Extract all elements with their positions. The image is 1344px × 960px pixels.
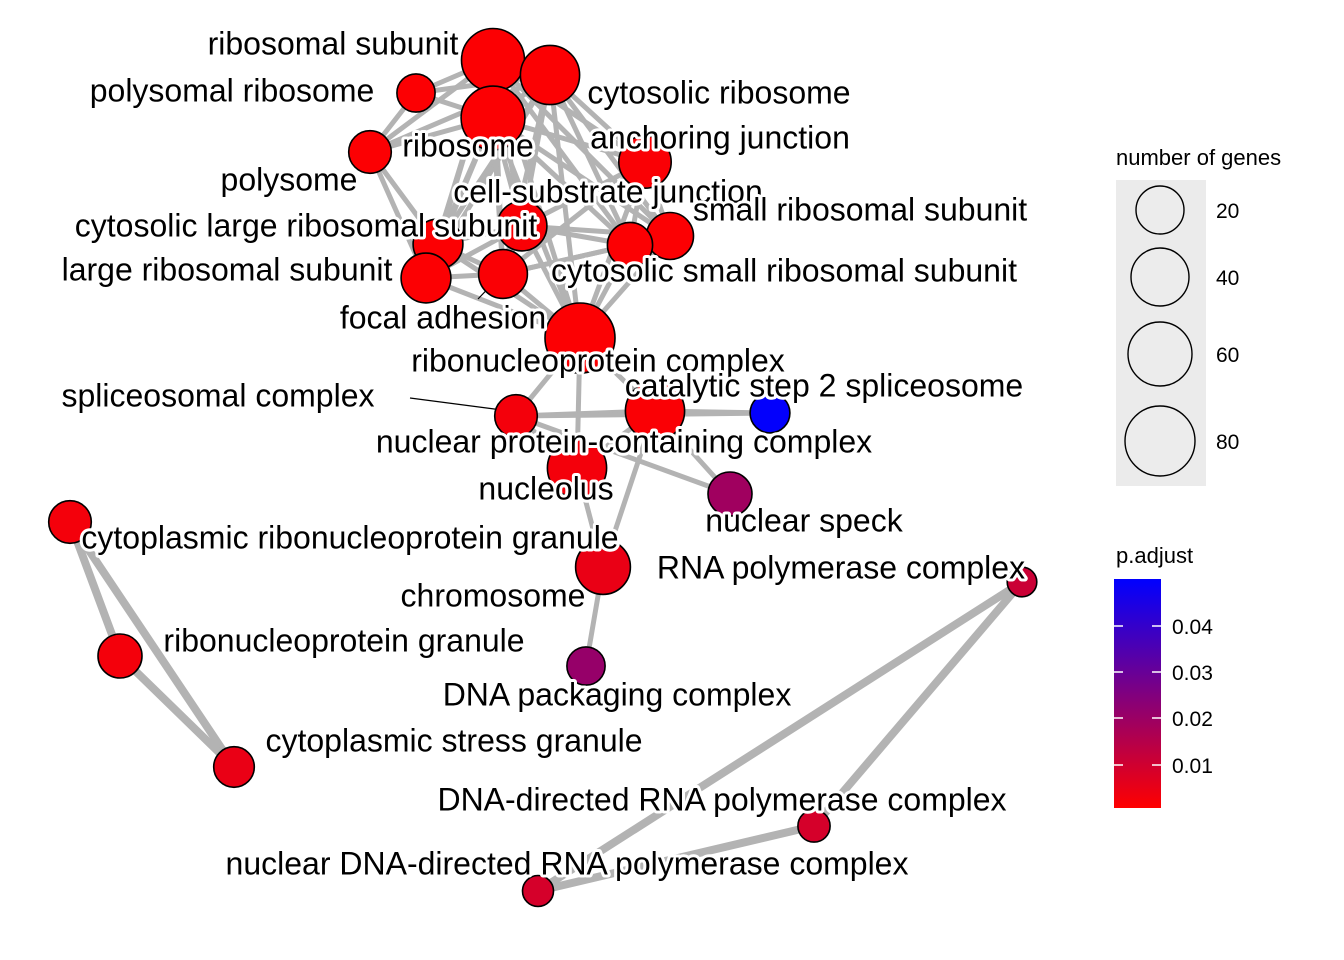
color-legend-tick-4: 0.01: [1172, 755, 1213, 778]
node-cytoplasmic-ribonucleoprotein-granule[interactable]: [47, 499, 93, 545]
edge-cytosolic-ribosome--polysome: [367, 72, 553, 155]
edge-cytoplasmic-ribonucleoprotein-granule--ribonucleoprotein-granule: [66, 518, 124, 660]
label-chromosome: chromosome: [401, 577, 586, 613]
node-anchoring-junction[interactable]: [617, 135, 672, 190]
node-cytosolic-small-ribosomal-subunit[interactable]: [606, 221, 654, 269]
node-ribonucleoprotein-granule[interactable]: [97, 633, 143, 679]
label-anchoring-junction: anchoring junction: [590, 119, 850, 155]
label-small-ribosomal-subunit: small ribosomal subunit: [693, 191, 1027, 227]
label-dna-directed-rna-polymerase-complex: DNA-directed RNA polymerase complex: [437, 781, 1006, 817]
label-cytosolic-ribosome: cytosolic ribosome: [587, 74, 850, 110]
node-nucleolus[interactable]: [546, 437, 608, 499]
label-ribosomal-subunit: ribosomal subunit: [208, 25, 459, 61]
size-legend-label-2: 40: [1216, 267, 1239, 290]
color-legend-tick-1: 0.04: [1172, 616, 1213, 639]
size-legend-key-2: [1130, 247, 1190, 307]
node-ribosome[interactable]: [460, 85, 526, 151]
size-legend-label-1: 20: [1216, 200, 1239, 223]
node-large-ribosomal-subunit[interactable]: [400, 252, 452, 304]
node-focal-adhesion[interactable]: [477, 248, 529, 300]
color-legend-tick-2: 0.03: [1172, 662, 1213, 685]
label-ribonucleoprotein-complex: ribonucleoprotein complex: [411, 342, 785, 378]
size-legend: number of genes 20 40 60 80: [1116, 145, 1281, 486]
edge-ribosome--small-ribosomal-subunit: [490, 115, 673, 239]
size-legend-title: number of genes: [1116, 145, 1281, 170]
node-cell-substrate-junction[interactable]: [496, 200, 548, 252]
color-legend-tick-3: 0.02: [1172, 708, 1213, 731]
edge-cytoplasmic-ribonucleoprotein-granule--cytoplasmic-stress-granule: [66, 518, 238, 771]
label-cytosolic-large-ribosomal-subunit: cytosolic large ribosomal subunit: [75, 207, 538, 243]
color-legend-ticks: [1114, 625, 1161, 766]
node-polysome[interactable]: [347, 129, 393, 175]
leader-line-spliceosomal-complex: [409, 397, 503, 411]
label-ribonucleoprotein-granule: ribonucleoprotein granule: [163, 622, 524, 658]
node-polysomal-ribosome[interactable]: [396, 73, 436, 113]
label-polysomal-ribosome: polysomal ribosome: [90, 72, 375, 108]
edge-anchoring-junction--focal-adhesion: [500, 159, 648, 277]
node-cytoplasmic-stress-granule[interactable]: [212, 745, 256, 789]
label-nucleolus: nucleolus: [478, 470, 613, 506]
node-nuclear-protein-containing-complex[interactable]: [624, 380, 686, 442]
edge-rna-polymerase-complex--dna-directed-rna-polymerase-complex: [810, 578, 1026, 830]
size-legend-key-4: [1124, 405, 1196, 477]
label-cytosolic-small-ribosomal-subunit: cytosolic small ribosomal subunit: [551, 252, 1017, 288]
edge-cytosolic-ribosome--cytosolic-small-ribosomal-subunit: [547, 72, 633, 248]
edge-dna-directed-rna-polymerase-complex--nuclear-dna-directed-rna-polymerase-complex: [534, 822, 818, 895]
edge-cytosolic-ribosome--ribonucleoprotein-complex: [547, 72, 583, 341]
size-legend-key-1: [1135, 185, 1185, 235]
node-nuclear-speck[interactable]: [707, 471, 753, 517]
color-legend: p.adjust 0.04 0.03 0.02 0.01: [1114, 543, 1213, 808]
edge-cytosolic-ribosome--small-ribosomal-subunit: [547, 72, 673, 239]
label-large-ribosomal-subunit: large ribosomal subunit: [62, 251, 393, 287]
label-cell-substrate-junction: cell-substrate junction: [453, 173, 762, 209]
node-catalytic-step-2-spliceosome[interactable]: [749, 392, 791, 434]
color-legend-title: p.adjust: [1116, 543, 1193, 568]
node-ribonucleoprotein-complex[interactable]: [544, 302, 616, 374]
color-legend-bar: [1114, 579, 1161, 808]
node-dna-directed-rna-polymerase-complex[interactable]: [797, 809, 831, 843]
label-dna-packaging-complex: DNA packaging complex: [443, 676, 792, 712]
label-cytoplasmic-stress-granule: cytoplasmic stress granule: [265, 722, 642, 758]
node-nuclear-dna-directed-rna-polymerase-complex[interactable]: [521, 874, 555, 908]
node-ribosomal-subunit[interactable]: [460, 27, 526, 93]
size-legend-key-3: [1127, 321, 1193, 387]
label-layer: ribosomal subunit polysomal ribosome cytos…: [58, 22, 1030, 884]
node-chromosome[interactable]: [574, 538, 632, 596]
node-cytosolic-ribosome[interactable]: [519, 44, 581, 106]
label-catalytic-step-2-spliceosome: catalytic step 2 spliceosome: [625, 367, 1023, 403]
size-legend-label-3: 60: [1216, 344, 1239, 367]
label-nuclear-speck: nuclear speck: [705, 502, 903, 538]
node-dna-packaging-complex[interactable]: [566, 646, 606, 686]
node-rna-polymerase-complex[interactable]: [1006, 566, 1038, 598]
label-rna-polymerase-complex: RNA polymerase complex: [657, 549, 1025, 585]
edge-spliceosomal-complex--nuclear-speck: [513, 413, 733, 497]
label-cytoplasmic-ribonucleoprotein-granule: cytoplasmic ribonucleoprotein granule: [81, 519, 618, 555]
label-nuclear-dna-directed-rna-polymerase-complex: nuclear DNA-directed RNA polymerase comp…: [226, 845, 909, 881]
label-ribosome: ribosome: [402, 127, 534, 163]
label-focal-adhesion: focal adhesion: [340, 299, 546, 335]
node-spliceosomal-complex[interactable]: [493, 393, 539, 439]
size-legend-label-4: 80: [1216, 431, 1239, 454]
label-polysome: polysome: [221, 161, 358, 197]
edge-rna-polymerase-complex--nuclear-dna-directed-rna-polymerase-complex: [534, 578, 1026, 895]
label-nuclear-protein-containing-complex: nuclear protein-containing complex: [376, 423, 872, 459]
edge-ribonucleoprotein-granule--cytoplasmic-stress-granule: [116, 652, 238, 771]
label-spliceosomal-complex: spliceosomal complex: [61, 377, 374, 413]
node-layer: [47, 27, 1038, 908]
